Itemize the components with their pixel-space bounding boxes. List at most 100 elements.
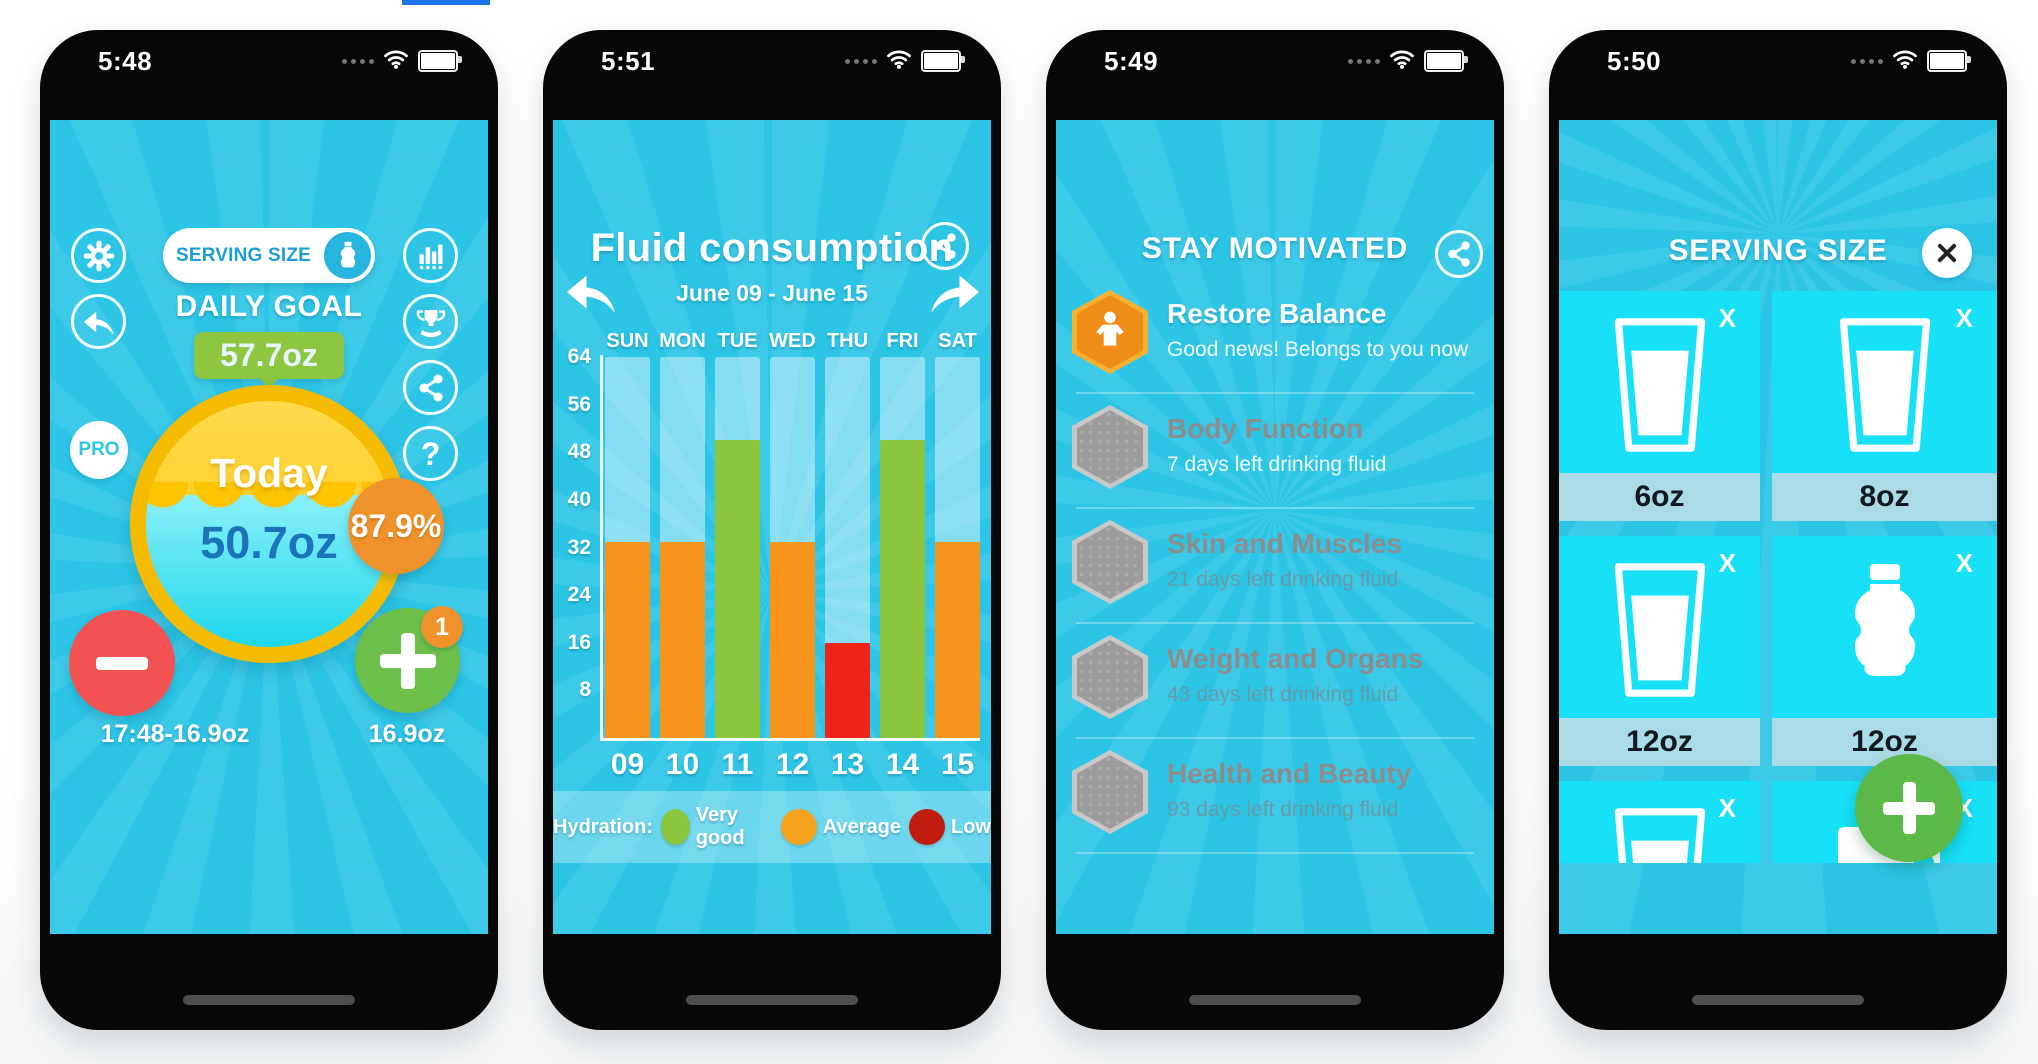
bar <box>660 542 705 738</box>
locked-hexagon <box>1077 525 1143 599</box>
legend-dot <box>909 809 945 845</box>
page-title: STAY MOTIVATED <box>1141 232 1409 265</box>
pro-badge[interactable]: PRO <box>70 421 128 479</box>
y-axis-tick-label: 16 <box>567 630 591 654</box>
battery-icon <box>418 50 462 72</box>
serving-size-button-label: SERVING SIZE <box>175 244 312 266</box>
legend-item: Low <box>909 809 991 845</box>
achievement-text: Restore Balance Good news! Belongs to you… <box>1167 298 1468 362</box>
help-icon: ? <box>420 435 441 472</box>
legend-item-label: Low <box>951 815 991 838</box>
home-indicator[interactable] <box>686 995 858 1005</box>
share-button[interactable] <box>403 360 458 415</box>
status-bar: 5:48 <box>40 40 498 82</box>
y-axis-tick-label: 32 <box>567 535 591 559</box>
bar-track <box>660 357 705 738</box>
day-label: TUE <box>717 330 758 352</box>
serving-size-label: 12oz <box>1772 718 1997 766</box>
close-button[interactable] <box>1922 228 1972 278</box>
achievement-item[interactable]: Weight and Organs 43 days left drinking f… <box>1072 635 1480 741</box>
cellular-signal-dots-icon <box>845 58 877 64</box>
back-button[interactable] <box>71 294 126 349</box>
remove-serving-icon[interactable]: X <box>1718 793 1736 823</box>
bar-track <box>935 357 980 738</box>
y-axis-tick-label: 56 <box>567 392 591 416</box>
prev-week-arrow-icon[interactable] <box>559 268 623 316</box>
legend-dot <box>661 809 690 845</box>
serving-size-cell[interactable]: X 12oz <box>1559 536 1760 766</box>
status-icons <box>1348 49 1468 74</box>
wifi-icon-wrap <box>383 49 409 74</box>
home-indicator[interactable] <box>183 995 355 1005</box>
status-bar: 5:51 <box>543 40 1001 82</box>
bar-track <box>880 357 925 738</box>
status-icons <box>845 49 965 74</box>
x-axis-label: 12 <box>775 748 810 781</box>
day-label: THU <box>826 330 869 352</box>
achievement-item[interactable]: Restore Balance Good news! Belongs to you… <box>1072 290 1480 396</box>
x-axis-label: 09 <box>610 748 645 781</box>
achievement-item[interactable]: Body Function 7 days left drinking fluid <box>1072 405 1480 511</box>
glass-icon <box>1612 807 1708 863</box>
legend-item-label: Very good <box>695 804 745 849</box>
achievement-title: Skin and Muscles <box>1167 528 1402 559</box>
remove-serving-icon[interactable]: X <box>1955 303 1973 333</box>
x-axis-label: 14 <box>885 748 920 781</box>
serving-size-cell[interactable]: X <box>1559 781 1760 863</box>
home-indicator[interactable] <box>1692 995 1864 1005</box>
serving-size-button[interactable]: SERVING SIZE <box>163 228 375 283</box>
share-icon <box>934 233 956 259</box>
help-button[interactable]: ? <box>403 426 458 481</box>
serving-size-cell[interactable]: X 8oz <box>1772 291 1997 521</box>
achievement-title: Restore Balance <box>1167 298 1387 329</box>
bar-track <box>605 357 650 738</box>
close-icon <box>1934 240 1960 266</box>
bar-track <box>770 357 815 738</box>
home-indicator[interactable] <box>1189 995 1361 1005</box>
add-drink-button[interactable]: 1 <box>355 606 463 713</box>
next-week-arrow-icon[interactable] <box>923 268 987 316</box>
share-button[interactable] <box>921 222 969 270</box>
serving-size-label: 6oz <box>1559 473 1760 521</box>
y-axis-tick-label: 40 <box>567 487 591 511</box>
today-consumed-value: 50.7oz <box>200 516 338 568</box>
status-time: 5:49 <box>1104 45 1159 76</box>
achievement-item[interactable]: Health and Beauty 93 days left drinking f… <box>1072 750 1480 856</box>
divider <box>1076 737 1474 739</box>
day-label: SUN <box>606 330 649 352</box>
x-axis-label: 13 <box>830 748 865 781</box>
remove-serving-icon[interactable]: X <box>1955 548 1973 578</box>
serving-amount-label: 16.9oz <box>368 720 446 748</box>
add-serving-size-button[interactable] <box>1855 754 1963 862</box>
person-flex-icon <box>1096 311 1124 346</box>
locked-hexagon <box>1077 410 1143 484</box>
stats-bars-icon <box>418 243 443 269</box>
last-entry-label: 17:48-16.9oz <box>100 720 250 748</box>
remove-serving-icon[interactable]: X <box>1718 303 1736 333</box>
achievements-button[interactable] <box>403 294 458 349</box>
divider <box>1076 507 1474 509</box>
achievement-subtitle: 93 days left drinking fluid <box>1167 798 1399 821</box>
wifi-icon-wrap <box>1892 49 1918 74</box>
bar <box>825 643 870 738</box>
achievement-subtitle: Good news! Belongs to you now <box>1167 338 1469 361</box>
cellular-signal-dots-icon <box>1348 58 1380 64</box>
divider <box>1076 622 1474 624</box>
statistics-button[interactable] <box>403 228 458 283</box>
serving-size-cell[interactable]: X 12oz <box>1772 536 1997 766</box>
remove-serving-icon[interactable]: X <box>1718 548 1736 578</box>
minus-icon <box>96 656 148 670</box>
remove-drink-button[interactable] <box>69 610 175 716</box>
drink-count-badge: 1 <box>421 606 463 648</box>
share-icon <box>419 374 442 401</box>
locked-hexagon <box>1077 755 1143 829</box>
chart-y-axis <box>600 355 603 741</box>
share-button[interactable] <box>1435 230 1483 278</box>
achievement-item[interactable]: Skin and Muscles 21 days left drinking fl… <box>1072 520 1480 626</box>
status-time: 5:51 <box>601 45 656 76</box>
settings-button[interactable] <box>71 228 126 283</box>
x-axis-label: 10 <box>665 748 700 781</box>
serving-size-cell[interactable]: X 6oz <box>1559 291 1760 521</box>
home-screen: ? SERVING SIZE DAILY GOAL 57.7oz PRO Tod… <box>50 120 488 934</box>
